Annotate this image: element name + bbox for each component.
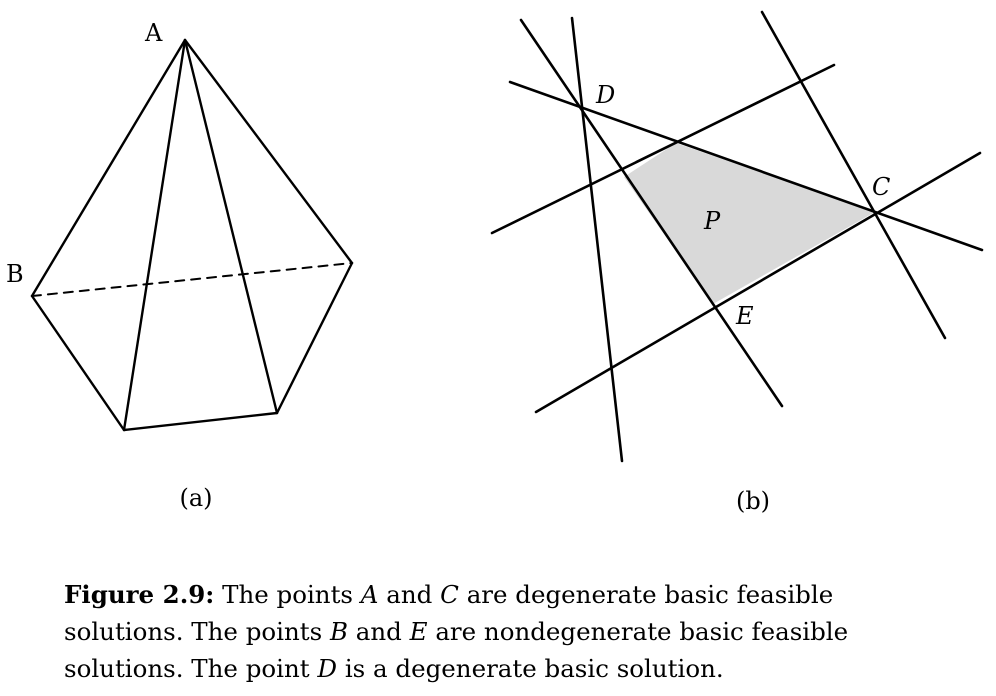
- edge-b-front-left: [30, 294, 126, 432]
- point-label-d: D: [595, 81, 615, 109]
- caption-text: and: [347, 617, 410, 646]
- line-1: [519, 18, 784, 408]
- hidden-edge-b-right: [31, 262, 353, 297]
- edge-a-right: [183, 38, 354, 265]
- vertex-label-a: A: [144, 19, 163, 47]
- point-label-p: P: [703, 207, 721, 235]
- caption-body: The points A and C are degenerate basic …: [64, 580, 848, 683]
- panel-a-sublabel: (a): [179, 484, 212, 512]
- panel-b-sublabel: (b): [736, 487, 770, 515]
- caption-variable: A: [360, 580, 379, 609]
- caption-text: are nondegenerate basic feasible solutio…: [64, 617, 849, 683]
- caption-variable: B: [329, 617, 348, 646]
- point-label-c: C: [872, 173, 890, 201]
- caption-variable: E: [409, 617, 428, 646]
- line-5: [534, 151, 982, 414]
- line-2: [570, 16, 624, 463]
- line-6: [760, 10, 947, 340]
- panel-a-pyramid: [30, 38, 354, 432]
- edge-a-front-right: [183, 38, 279, 415]
- figure-2-9-diagram: A B (a) D C P E (b): [6, 10, 984, 515]
- edge-a-b: [30, 38, 187, 298]
- figure-caption: Figure 2.9: The points A and C are degen…: [64, 576, 932, 687]
- edge-a-front-left: [122, 38, 187, 432]
- caption-variable: D: [317, 654, 338, 683]
- line-4: [490, 63, 836, 235]
- vertex-label-b: B: [6, 260, 24, 288]
- caption-text: and: [378, 580, 441, 609]
- edge-base-front: [122, 411, 279, 432]
- point-label-e: E: [735, 302, 754, 330]
- line-3: [508, 80, 984, 252]
- panel-b-lines: [490, 10, 984, 463]
- edge-front-right-right: [275, 261, 354, 415]
- caption-text: is a degenerate basic solution.: [337, 654, 724, 683]
- caption-text: are degenerate basic feasible solutions.…: [64, 580, 834, 646]
- caption-variable: C: [440, 580, 459, 609]
- caption-heading: Figure 2.9:: [64, 580, 215, 609]
- caption-text: The points: [214, 580, 361, 609]
